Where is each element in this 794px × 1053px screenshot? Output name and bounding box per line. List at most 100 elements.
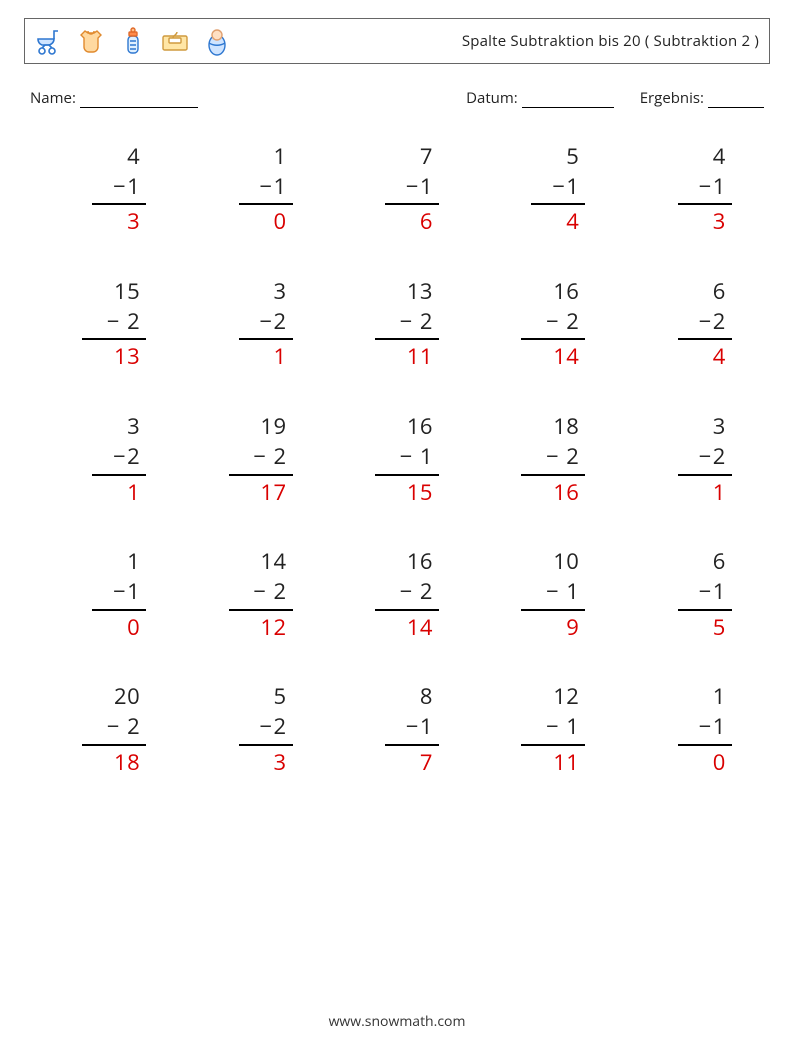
problem: 3−21 xyxy=(648,412,732,507)
subtrahend: 2 xyxy=(274,442,287,472)
minus-sign: − xyxy=(400,307,413,337)
subtrahend: 2 xyxy=(566,442,579,472)
minuend: 15 xyxy=(114,277,146,307)
subtrahend: 1 xyxy=(713,172,726,202)
answer: 11 xyxy=(553,748,585,778)
name-blank[interactable] xyxy=(80,92,198,108)
answer: 13 xyxy=(114,342,146,372)
problem: 1−10 xyxy=(648,682,732,777)
problem: 19− 217 xyxy=(209,412,293,507)
result-field: Ergebnis: xyxy=(640,88,764,108)
minuend: 3 xyxy=(127,412,146,442)
subtrahend: 1 xyxy=(420,712,433,742)
subtrahend-line: −2 xyxy=(699,307,732,337)
subtrahend-line: −1 xyxy=(406,712,439,742)
rule-line xyxy=(375,609,439,611)
rule-line xyxy=(239,338,293,340)
subtrahend: 1 xyxy=(420,442,433,472)
minus-sign: − xyxy=(699,577,712,607)
subtrahend: 1 xyxy=(127,577,140,607)
subtrahend: 2 xyxy=(274,712,287,742)
minus-sign: − xyxy=(253,442,266,472)
minus-sign: − xyxy=(546,712,559,742)
minus-sign: − xyxy=(259,172,272,202)
answer: 1 xyxy=(274,342,293,372)
subtrahend: 1 xyxy=(274,172,287,202)
minuend: 10 xyxy=(553,547,585,577)
minus-sign: − xyxy=(552,172,565,202)
problem: 5−23 xyxy=(209,682,293,777)
answer: 4 xyxy=(566,207,585,237)
header-bar: Spalte Subtraktion bis 20 ( Subtraktion … xyxy=(24,18,770,64)
rule-line xyxy=(92,474,146,476)
minuend: 3 xyxy=(713,412,732,442)
subtrahend-line: −1 xyxy=(259,172,292,202)
problem: 3−2 1 xyxy=(62,412,146,507)
answer: 1 xyxy=(127,478,146,508)
answer: 4 xyxy=(713,342,732,372)
problem: 18− 216 xyxy=(501,412,585,507)
stroller-icon xyxy=(33,25,65,57)
name-field: Name: xyxy=(30,88,198,108)
meta-line: Name: Datum: Ergebnis: xyxy=(30,88,764,108)
answer: 18 xyxy=(114,748,146,778)
rule-line xyxy=(82,338,146,340)
subtrahend: 2 xyxy=(127,307,140,337)
subtrahend-line: −1 xyxy=(699,577,732,607)
minuend: 6 xyxy=(713,277,732,307)
answer: 11 xyxy=(407,342,439,372)
rule-line xyxy=(375,474,439,476)
subtrahend: 1 xyxy=(713,577,726,607)
rule-line xyxy=(678,474,732,476)
subtrahend: 2 xyxy=(127,442,140,472)
minus-sign: − xyxy=(406,712,419,742)
minus-sign: − xyxy=(699,712,712,742)
rule-line xyxy=(521,474,585,476)
result-blank[interactable] xyxy=(708,92,764,108)
minus-sign: − xyxy=(259,712,272,742)
rule-line xyxy=(385,744,439,746)
answer: 5 xyxy=(713,613,732,643)
minuend: 8 xyxy=(420,682,439,712)
problem: 10− 19 xyxy=(501,547,585,642)
problem: 7−16 xyxy=(355,142,439,237)
subtrahend-line: −2 xyxy=(113,442,146,472)
subtrahend: 1 xyxy=(420,172,433,202)
problem: 12− 111 xyxy=(501,682,585,777)
answer: 0 xyxy=(127,613,146,643)
date-field: Datum: xyxy=(466,88,614,108)
answer: 3 xyxy=(127,207,146,237)
subtrahend-line: − 2 xyxy=(400,577,439,607)
subtrahend-line: −1 xyxy=(699,172,732,202)
subtrahend-line: − 2 xyxy=(546,442,585,472)
answer: 3 xyxy=(713,207,732,237)
minuend: 7 xyxy=(420,142,439,172)
problem: 14− 212 xyxy=(209,547,293,642)
answer: 14 xyxy=(553,342,585,372)
answer: 0 xyxy=(713,748,732,778)
subtrahend-line: − 2 xyxy=(546,307,585,337)
rule-line xyxy=(229,474,293,476)
minus-sign: − xyxy=(400,577,413,607)
subtrahend: 2 xyxy=(127,712,140,742)
problems-grid: 4−131−107−165−144−1315− 2133−2113− 21116… xyxy=(24,142,770,777)
swaddle-icon xyxy=(201,25,233,57)
date-blank[interactable] xyxy=(522,92,614,108)
subtrahend: 2 xyxy=(420,307,433,337)
minus-sign: − xyxy=(406,172,419,202)
minus-sign: − xyxy=(259,307,272,337)
rule-line xyxy=(385,203,439,205)
subtrahend: 1 xyxy=(713,712,726,742)
problem: 4−13 xyxy=(648,142,732,237)
rule-line xyxy=(239,203,293,205)
subtrahend: 1 xyxy=(566,172,579,202)
minus-sign: − xyxy=(546,307,559,337)
subtrahend-line: −2 xyxy=(259,307,292,337)
minuend: 20 xyxy=(114,682,146,712)
answer: 7 xyxy=(420,748,439,778)
minuend: 3 xyxy=(274,277,293,307)
minuend: 5 xyxy=(566,142,585,172)
rule-line xyxy=(92,609,146,611)
subtrahend-line: − 2 xyxy=(253,442,292,472)
answer: 9 xyxy=(566,613,585,643)
